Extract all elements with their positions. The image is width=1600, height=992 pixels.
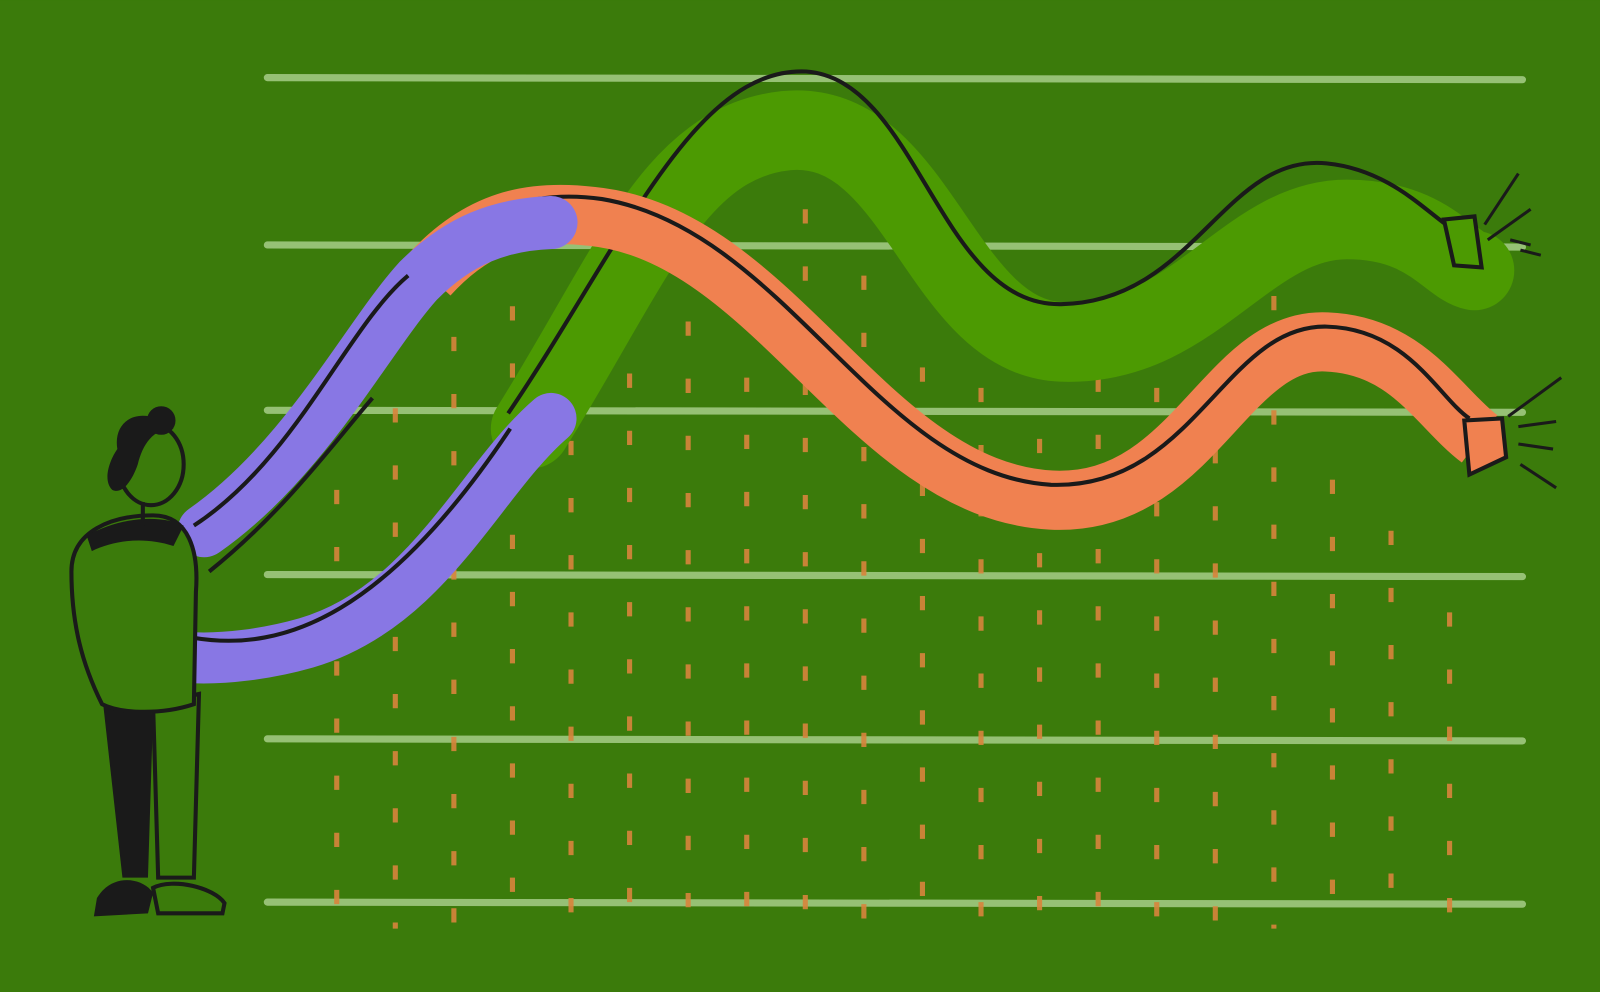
chalk-line [263,571,1527,581]
purple-edge [192,274,410,528]
back-leg [102,693,154,878]
orange-end-lines [1507,376,1563,490]
green-end-lines [1483,172,1542,257]
hair [107,415,174,491]
front-leg [150,691,202,880]
orange-ribbon [406,184,1499,530]
purple-edge [207,396,374,574]
shoe [93,880,154,917]
chalk-line [263,735,1527,745]
green-ribbon [490,90,1515,469]
chalk-line [263,898,1527,908]
torso [69,513,199,714]
green-end [1441,214,1485,270]
collar [86,518,184,552]
person [69,406,227,917]
purple-ribbon-upper [177,196,578,558]
purple-edge [193,427,512,643]
shoe [150,881,227,916]
green-line [506,69,1451,415]
orange-line [406,194,1471,487]
chalk-line [263,74,1527,84]
orange-end [1462,416,1509,478]
hair-bun [146,406,176,435]
